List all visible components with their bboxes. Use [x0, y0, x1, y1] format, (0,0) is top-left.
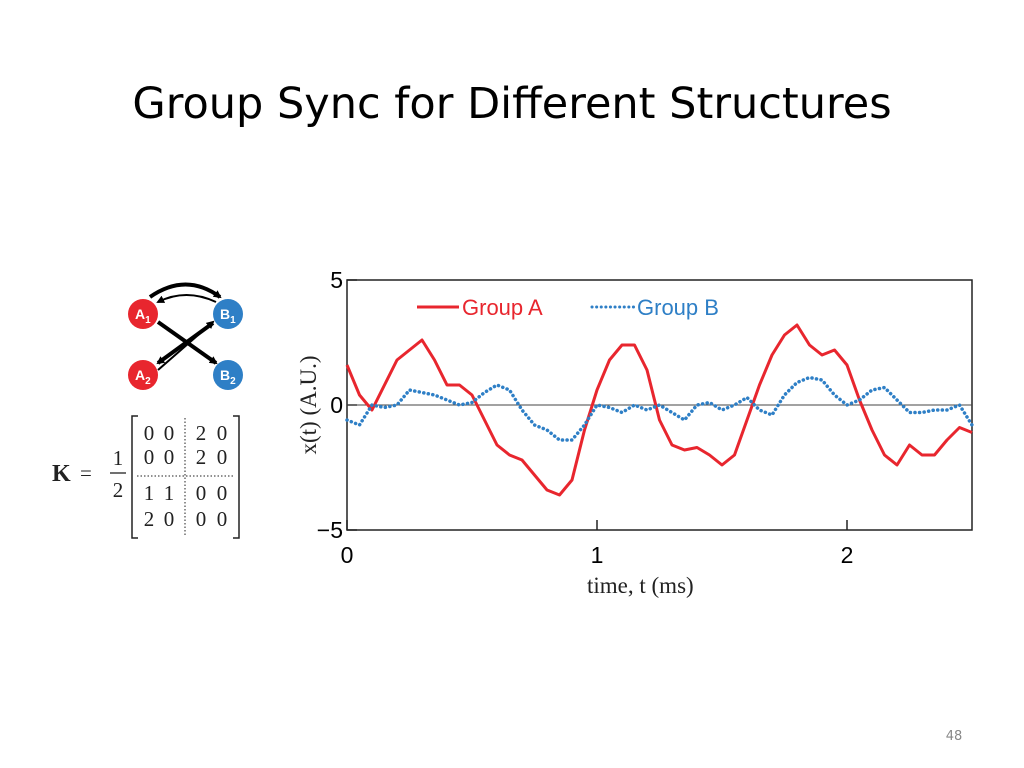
node-subscript: 2	[230, 376, 236, 387]
matrix-symbol: K	[52, 461, 71, 487]
node-subscript: 1	[145, 315, 151, 326]
matrix-entry: 0	[144, 421, 155, 445]
arrow	[148, 282, 222, 299]
slide-title: Group Sync for Different Structures	[132, 79, 891, 129]
page-number: 48	[946, 729, 963, 744]
network-diagram	[148, 282, 222, 371]
node-circle	[213, 299, 243, 329]
bracket-left	[131, 415, 138, 539]
series-line	[345, 375, 974, 442]
node-circle	[128, 360, 158, 390]
x-tick-label: 2	[841, 542, 854, 568]
equals: =	[80, 461, 92, 485]
legend-label: Group B	[637, 295, 719, 320]
denominator: 2	[113, 478, 124, 502]
node-label: B1	[220, 306, 236, 326]
matrix-entry: 2	[144, 507, 155, 531]
numerator: 1	[113, 446, 124, 470]
node-circle	[128, 299, 158, 329]
x-tick-label: 1	[591, 542, 604, 568]
node-circle	[213, 360, 243, 390]
matrix-entry: 2	[196, 445, 207, 469]
matrix-entry: 2	[196, 421, 207, 445]
matrix-entry: 0	[144, 445, 155, 469]
matrix-entry: 0	[217, 421, 228, 445]
matrix-entry: 0	[217, 445, 228, 469]
node-subscript: 1	[230, 315, 236, 326]
y-tick-label: 5	[330, 267, 343, 293]
legend-label: Group A	[462, 295, 543, 320]
y-tick-label: −5	[317, 517, 343, 543]
matrix-entry: 0	[217, 507, 228, 531]
matrix-entry: 0	[217, 481, 228, 505]
matrix-entry: 0	[164, 445, 175, 469]
y-tick-label: 0	[330, 392, 343, 418]
matrix-entry: 0	[164, 507, 175, 531]
matrix: K = 1 2 0 0 2 00 0 2 01 1 0 02 0 0 0	[52, 415, 240, 539]
series-line	[345, 323, 973, 497]
node-label: A1	[135, 306, 151, 326]
matrix-entry: 1	[164, 481, 175, 505]
x-tick-label: 0	[341, 542, 354, 568]
node-subscript: 2	[145, 376, 151, 387]
node-letter: B	[220, 367, 230, 383]
node-letter: A	[135, 367, 145, 383]
node-label: B2	[220, 367, 236, 387]
matrix-entry: 1	[144, 481, 155, 505]
matrix-entry: 0	[196, 507, 207, 531]
node-label: A2	[135, 367, 151, 387]
x-axis-label: time, t (ms)	[587, 573, 694, 598]
node-letter: B	[220, 306, 230, 322]
matrix-entry: 0	[164, 421, 175, 445]
arrow	[157, 320, 215, 371]
y-axis-label: x(t) (A.U.)	[296, 356, 321, 455]
arrow	[156, 294, 217, 303]
node-letter: A	[135, 306, 145, 322]
bracket-right	[233, 415, 240, 539]
matrix-entry: 0	[196, 481, 207, 505]
